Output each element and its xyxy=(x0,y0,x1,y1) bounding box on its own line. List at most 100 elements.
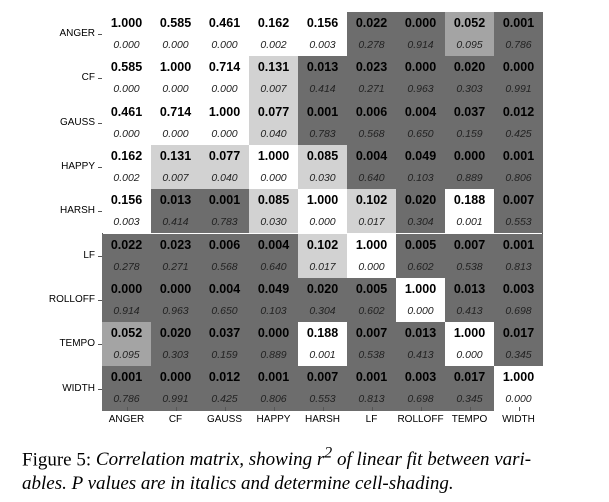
x-tick xyxy=(371,407,373,411)
matrix-cell: 0.085 0.030 xyxy=(249,189,298,234)
matrix-cell: 0.001 0.786 xyxy=(102,366,151,411)
y-tick-label: TEMPO xyxy=(59,338,95,350)
caption-superscript: 2 xyxy=(324,445,333,462)
matrix-cell: 0.156 0.003 xyxy=(298,12,347,57)
p-value: 0.017 xyxy=(309,260,336,273)
r2-value: 0.004 xyxy=(208,281,241,296)
r2-value: 0.077 xyxy=(208,148,241,163)
r2-value: 0.023 xyxy=(355,60,388,75)
r2-value: 0.077 xyxy=(257,104,290,119)
r2-value: 0.000 xyxy=(453,148,486,163)
r2-value: 0.188 xyxy=(453,193,486,208)
matrix-cell: 0.162 0.002 xyxy=(249,12,298,57)
matrix-cell: 0.007 0.553 xyxy=(298,366,347,411)
p-value: 0.640 xyxy=(358,171,385,184)
p-value: 0.000 xyxy=(456,349,483,362)
x-tick xyxy=(322,407,324,411)
y-tick xyxy=(98,167,102,169)
x-tick xyxy=(126,407,128,411)
x-tick-label: HARSH xyxy=(304,414,340,425)
r2-value: 0.001 xyxy=(502,16,535,30)
r2-value: 0.049 xyxy=(257,281,290,296)
matrix-cell: 1.000 0.000 xyxy=(200,100,249,145)
p-value: 0.345 xyxy=(505,349,532,362)
x-tick-label: GAUSS xyxy=(206,414,242,425)
x-tick xyxy=(469,407,471,411)
p-value: 0.095 xyxy=(113,349,140,362)
r2-value: 0.003 xyxy=(404,370,437,385)
p-value: 0.271 xyxy=(162,260,189,273)
r2-value: 0.461 xyxy=(208,16,241,30)
r2-value: 0.007 xyxy=(355,326,388,341)
r2-value: 0.131 xyxy=(257,60,290,75)
p-value: 0.001 xyxy=(309,349,336,362)
r2-value: 0.000 xyxy=(159,370,192,385)
matrix-cell: 0.001 0.783 xyxy=(298,100,347,145)
p-value: 0.303 xyxy=(162,349,189,362)
x-tick-label: TEMPO xyxy=(451,414,488,425)
r2-value: 0.085 xyxy=(257,193,290,208)
r2-value: 0.013 xyxy=(306,60,339,75)
matrix-cell: 0.013 0.414 xyxy=(151,189,200,234)
p-value: 0.000 xyxy=(260,171,287,184)
p-value: 0.414 xyxy=(309,83,336,96)
p-value: 0.000 xyxy=(162,83,189,96)
r2-value: 0.000 xyxy=(159,281,192,296)
matrix-cell: 0.005 0.602 xyxy=(347,277,396,323)
r2-value: 0.013 xyxy=(404,326,437,341)
p-value: 0.002 xyxy=(113,171,140,184)
r2-value: 0.585 xyxy=(159,16,192,30)
matrix-cell: 0.037 0.159 xyxy=(200,322,249,367)
p-value: 0.813 xyxy=(358,393,385,406)
p-value: 0.806 xyxy=(260,393,287,406)
r2-value: 0.023 xyxy=(159,237,192,252)
x-tick xyxy=(518,407,520,411)
y-tick xyxy=(98,122,102,124)
r2-value: 0.020 xyxy=(159,326,192,341)
p-value: 0.698 xyxy=(407,393,434,406)
p-value: 0.000 xyxy=(162,39,189,51)
p-value: 0.413 xyxy=(456,304,483,317)
matrix-cell: 0.085 0.030 xyxy=(298,144,347,190)
p-value: 0.698 xyxy=(505,304,532,317)
matrix-cell: 0.052 0.095 xyxy=(445,12,494,57)
p-value: 0.030 xyxy=(260,216,287,229)
matrix-cell: 0.156 0.003 xyxy=(102,189,151,234)
y-tick-label: ANGER xyxy=(59,28,95,40)
r2-value: 0.017 xyxy=(453,370,486,385)
r2-value: 0.020 xyxy=(404,193,437,208)
matrix-cell: 0.006 0.568 xyxy=(200,233,249,278)
p-value: 0.001 xyxy=(456,216,483,229)
x-tick xyxy=(273,407,275,411)
matrix-cell: 0.714 0.000 xyxy=(200,56,249,101)
y-tick xyxy=(98,211,102,213)
matrix-cell: 0.461 0.000 xyxy=(102,100,151,145)
p-value: 0.889 xyxy=(456,171,483,184)
r2-value: 0.585 xyxy=(110,60,143,75)
r2-value: 0.131 xyxy=(159,148,192,163)
p-value: 0.000 xyxy=(309,216,336,229)
matrix-cell: 0.023 0.271 xyxy=(347,56,396,101)
r2-value: 1.000 xyxy=(306,193,339,208)
matrix-cell: 0.017 0.345 xyxy=(445,366,494,411)
matrix-cell: 0.000 0.914 xyxy=(102,277,151,323)
matrix-cell: 0.003 0.698 xyxy=(396,366,445,411)
p-value: 0.000 xyxy=(211,83,238,96)
y-tick-label: WIDTH xyxy=(62,382,95,394)
matrix-cell: 0.000 0.963 xyxy=(151,277,200,323)
y-tick-label: HAPPY xyxy=(61,161,95,173)
p-value: 0.278 xyxy=(358,39,385,51)
p-value: 0.304 xyxy=(309,304,336,317)
matrix-cell: 1.000 0.000 xyxy=(347,233,396,278)
r2-value: 0.156 xyxy=(110,193,143,208)
figure-caption: Figure 5: Correlation matrix, showing r2… xyxy=(22,442,582,496)
matrix-cell: 0.012 0.425 xyxy=(200,366,249,411)
x-tick-label: LF xyxy=(365,414,378,425)
r2-value: 0.001 xyxy=(355,370,388,385)
matrix-cell: 0.001 0.806 xyxy=(249,366,298,411)
r2-value: 0.003 xyxy=(502,281,535,296)
matrix-cell: 0.013 0.414 xyxy=(298,56,347,101)
r2-value: 0.188 xyxy=(306,326,339,341)
r2-value: 0.001 xyxy=(257,370,290,385)
matrix-cell: 1.000 0.000 xyxy=(494,366,543,411)
